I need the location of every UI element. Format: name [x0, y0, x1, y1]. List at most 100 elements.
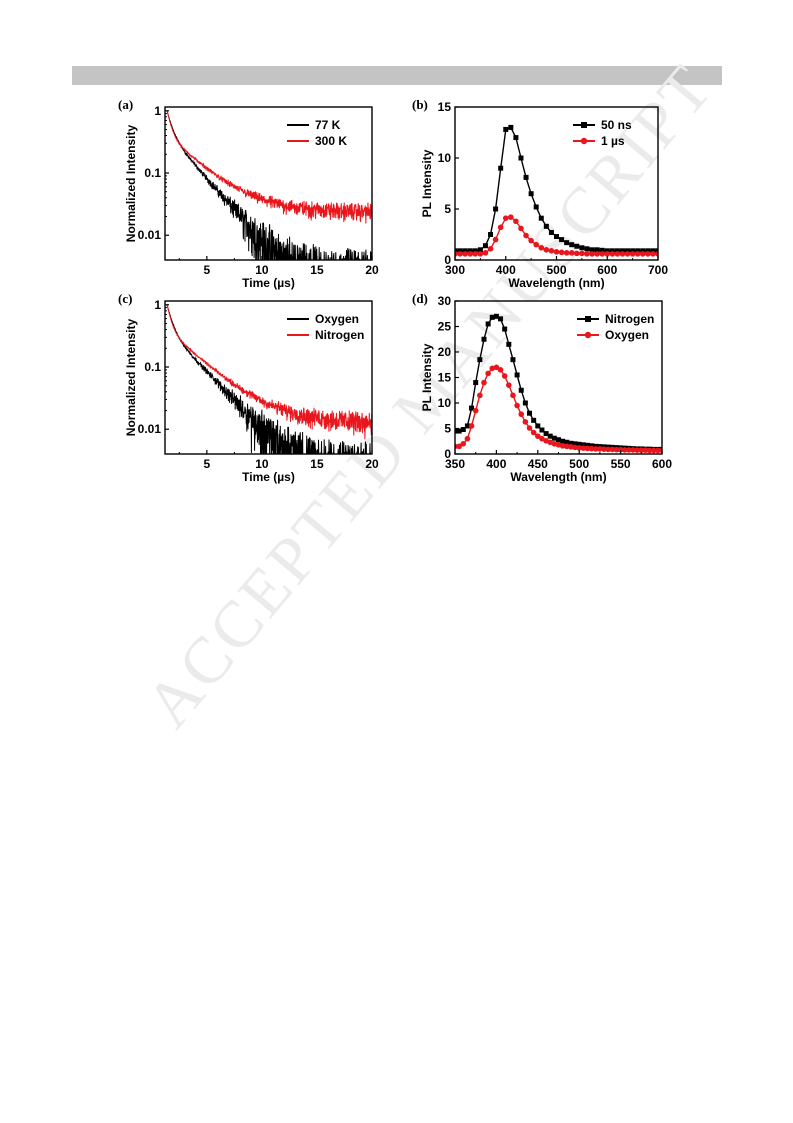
- legend-label: Nitrogen: [315, 328, 364, 342]
- series-1-s-point: [553, 249, 560, 255]
- y-tick-label: 15: [438, 100, 452, 114]
- series-50-ns-point: [584, 246, 590, 252]
- series-1-s-point: [594, 251, 600, 257]
- series-oxygen-point: [638, 447, 645, 453]
- plot-area: [455, 124, 658, 257]
- series-1-s-point: [528, 237, 534, 244]
- x-tick-label: 450: [528, 457, 548, 471]
- series-nitrogen-point: [543, 431, 549, 437]
- series-nitrogen-point: [572, 441, 578, 447]
- series-50-ns-point: [569, 242, 575, 248]
- y-tick-label: 1: [154, 104, 161, 118]
- series-50-ns-point: [457, 248, 463, 254]
- series-1-s-point: [624, 251, 631, 257]
- series-1-s-point: [543, 247, 550, 253]
- y-tick-label: 0.1: [144, 166, 161, 180]
- x-tick-label: 10: [255, 457, 269, 471]
- x-tick-label: 5: [203, 263, 210, 277]
- x-tick-label: 600: [597, 263, 617, 277]
- series-50-ns-point: [528, 191, 534, 197]
- x-tick-label: 700: [648, 263, 668, 277]
- x-tick-label: 15: [310, 263, 324, 277]
- series-nitrogen-point: [522, 400, 528, 406]
- legend-marker: [585, 316, 591, 322]
- series-oxygen-line: [166, 305, 372, 454]
- series-77-k-line: [166, 111, 372, 260]
- legend-entry: 300 K: [287, 134, 347, 148]
- y-axis-title: PL Intensity: [420, 343, 434, 411]
- series-oxygen-point: [642, 447, 649, 453]
- series-1-s-point: [513, 218, 519, 225]
- y-tick-label: 0: [444, 253, 451, 267]
- series-oxygen-point: [597, 446, 603, 452]
- x-tick-label: 15: [310, 457, 324, 471]
- series-1-s-point: [462, 251, 468, 257]
- series-50-ns-point: [548, 229, 554, 235]
- y-tick-label: 25: [438, 320, 452, 334]
- series-50-ns-point: [543, 223, 549, 229]
- series-nitrogen-point: [506, 341, 512, 347]
- series-1-s-point: [548, 248, 555, 254]
- series-50-ns-point: [462, 248, 468, 254]
- series-oxygen-point: [650, 447, 657, 454]
- series-oxygen-point: [477, 392, 483, 399]
- series-nitrogen-point: [531, 417, 537, 423]
- panel-label: (c): [118, 291, 132, 306]
- series-oxygen-point: [630, 447, 636, 453]
- series-50-ns-point: [503, 126, 509, 132]
- legend-entry: Oxygen: [577, 328, 649, 342]
- series-50-ns-point: [589, 247, 595, 253]
- legend-label: Nitrogen: [605, 312, 654, 326]
- series-oxygen-point: [539, 435, 545, 442]
- series-oxygen-point: [456, 443, 462, 450]
- series-1-s-point: [558, 249, 565, 256]
- series-50-ns-point: [554, 234, 559, 240]
- series-50-ns-point: [630, 248, 636, 254]
- series-1-s-point: [650, 251, 656, 257]
- legend-entry: Oxygen: [287, 312, 359, 326]
- x-tick-label: 600: [652, 457, 672, 471]
- legend-entry: Nitrogen: [577, 312, 654, 326]
- series-oxygen-point: [535, 433, 541, 439]
- series-nitrogen-point: [460, 427, 466, 433]
- y-tick-label: 5: [444, 422, 451, 436]
- series-nitrogen-point: [481, 336, 487, 342]
- y-axis-title: PL Intensity: [420, 149, 434, 217]
- chart-panel-d: 350 400 450 500 550 600 0 5 10 15 20 25 30 Wavelength…: [412, 291, 672, 484]
- series-50-ns-point: [523, 174, 529, 180]
- series-nitrogen-point: [498, 316, 504, 322]
- series-50-ns-line: [455, 126, 658, 252]
- x-tick-label: 350: [445, 457, 465, 471]
- series-50-ns-point: [513, 135, 519, 141]
- legend-label: Oxygen: [315, 312, 359, 326]
- series-1-s-point: [579, 250, 585, 257]
- series-oxygen-point: [501, 373, 508, 379]
- chart-panel-c: 5 10 15 20 1 0.1 0.01 Time (µs) Normalized Inten…: [118, 291, 379, 484]
- series-oxygen-point: [646, 447, 653, 454]
- x-tick-label: 500: [546, 263, 566, 277]
- legend-entry: 77 K: [287, 118, 341, 132]
- series-nitrogen-point: [485, 321, 491, 327]
- series-1-s-point: [467, 251, 474, 257]
- y-axis-title: Normalized Intensity: [124, 124, 138, 242]
- series-1-s-point: [523, 232, 529, 239]
- legend-marker: [584, 331, 592, 339]
- series-nitrogen-point: [473, 380, 479, 386]
- y-tick-label: 20: [438, 345, 452, 359]
- series-1-s-point: [538, 244, 545, 251]
- series-50-ns-point: [640, 248, 646, 254]
- legend-marker: [581, 122, 587, 128]
- y-tick-label: 30: [438, 294, 452, 308]
- x-tick-label: 20: [365, 457, 379, 471]
- series-50-ns-point: [488, 232, 494, 237]
- series-1-s-point: [563, 250, 570, 256]
- series-50-ns-point: [482, 243, 488, 249]
- plot-frame: [164, 106, 373, 261]
- series-50-ns-point: [625, 248, 631, 254]
- series-oxygen-point: [584, 445, 591, 452]
- panel-label: (b): [412, 97, 428, 112]
- series-nitrogen-point: [514, 372, 520, 378]
- series-nitrogen-point: [551, 435, 557, 441]
- x-axis-title: Time (µs): [242, 276, 295, 290]
- x-tick-label: 400: [496, 263, 516, 277]
